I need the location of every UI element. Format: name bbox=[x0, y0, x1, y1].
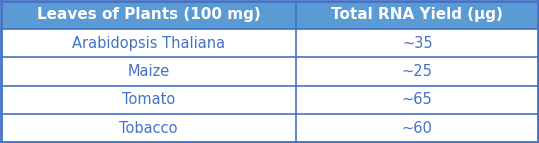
FancyBboxPatch shape bbox=[1, 57, 296, 86]
FancyBboxPatch shape bbox=[296, 1, 538, 29]
Text: Leaves of Plants (100 mg): Leaves of Plants (100 mg) bbox=[37, 7, 260, 22]
Text: ~65: ~65 bbox=[402, 92, 433, 107]
FancyBboxPatch shape bbox=[1, 86, 296, 114]
FancyBboxPatch shape bbox=[296, 57, 538, 86]
FancyBboxPatch shape bbox=[1, 29, 296, 57]
Text: ~25: ~25 bbox=[402, 64, 433, 79]
Text: Total RNA Yield (µg): Total RNA Yield (µg) bbox=[331, 7, 503, 22]
Text: Tomato: Tomato bbox=[122, 92, 175, 107]
FancyBboxPatch shape bbox=[296, 114, 538, 142]
Text: Arabidopsis Thaliana: Arabidopsis Thaliana bbox=[72, 36, 225, 51]
FancyBboxPatch shape bbox=[296, 86, 538, 114]
FancyBboxPatch shape bbox=[1, 1, 296, 29]
Text: Maize: Maize bbox=[127, 64, 170, 79]
FancyBboxPatch shape bbox=[296, 29, 538, 57]
Text: Tobacco: Tobacco bbox=[119, 121, 178, 136]
Text: ~35: ~35 bbox=[402, 36, 433, 51]
FancyBboxPatch shape bbox=[1, 114, 296, 142]
Text: ~60: ~60 bbox=[402, 121, 433, 136]
